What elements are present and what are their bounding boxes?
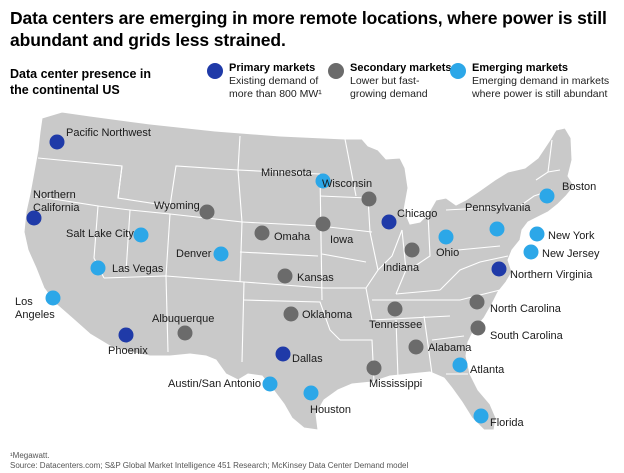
marker-austin-san-antonio [262,376,278,392]
legend-emerging-line1: Emerging demand in markets [472,75,610,87]
label-albuquerque: Albuquerque [152,313,214,325]
title-line-2: abundant and grids less strained. [10,30,286,50]
marker-indiana [404,242,420,258]
marker-phoenix [118,327,134,343]
marker-houston [303,385,319,401]
marker-new-jersey [523,244,539,260]
marker-mississippi [366,360,382,376]
label-mississippi: Mississippi [369,378,422,390]
marker-pacific-northwest [49,134,65,150]
label-wisconsin: Wisconsin [322,178,372,190]
marker-pennsylvania [489,221,505,237]
label-new-jersey: New Jersey [542,248,600,260]
legend-secondary-line1: Lower but fast- [350,75,420,87]
label-salt-lake-city: Salt Lake City [66,228,134,240]
legend-emerging-title: Emerging markets [472,62,568,74]
label-kansas: Kansas [297,272,334,284]
continental-us-shape [23,111,575,431]
label-alabama: Alabama [428,342,472,354]
marker-los-angeles [45,290,61,306]
marker-wyoming [199,204,215,220]
label-phoenix: Phoenix [108,345,148,357]
marker-northern-california [26,210,42,226]
label-pacific-northwest: Pacific Northwest [66,127,151,139]
label-tennessee: Tennessee [369,319,422,331]
marker-tennessee [387,301,403,317]
label-north-carolina: North Carolina [490,303,562,315]
legend-primary-line2: more than 800 MW¹ [229,88,322,100]
legend-secondary-line2: growing demand [350,88,428,100]
legend-secondary-title: Secondary markets [350,62,452,74]
label-minnesota: Minnesota [261,167,313,179]
marker-florida [473,408,489,424]
label-las-vegas: Las Vegas [112,263,164,275]
footnote-line-1: ¹Megawatt. [10,451,50,460]
marker-kansas [277,268,293,284]
marker-denver [213,246,229,262]
marker-south-carolina [470,320,486,336]
label-pennsylvania: Pennsylvania [465,202,531,214]
label-south-carolina: South Carolina [490,330,564,342]
market-labels: Pacific Northwest Northern California Phoen… [15,127,600,429]
marker-wisconsin [361,191,377,207]
legend-emerging-line2: where power is still abundant [472,88,608,100]
label-atlanta: Atlanta [470,364,505,376]
footnote: ¹Megawatt. Source: Datacenters.com; S&P … [10,451,408,471]
legend-secondary-dot [328,63,344,79]
marker-new-york [529,226,545,242]
marker-albuquerque [177,325,193,341]
label-dallas: Dallas [292,353,323,365]
marker-atlanta [452,357,468,373]
marker-chicago [381,214,397,230]
marker-minnesota [315,173,331,189]
label-northern-virginia: Northern Virginia [510,269,593,281]
marker-northern-virginia [491,261,507,277]
label-iowa: Iowa [330,234,354,246]
label-ohio: Ohio [436,247,459,259]
marker-las-vegas [90,260,106,276]
label-los-angeles: Los Angeles [15,296,55,321]
subtitle-line-2: the continental US [10,83,120,97]
marker-oklahoma [283,306,299,322]
legend-primary-line1: Existing demand of [229,75,319,87]
marker-north-carolina [469,294,485,310]
label-houston: Houston [310,404,351,416]
marker-boston [539,188,555,204]
label-boston: Boston [562,181,596,193]
label-oklahoma: Oklahoma [302,309,353,321]
legend-primary-title: Primary markets [229,62,316,74]
label-chicago: Chicago [397,208,437,220]
legend-emerging-dot [450,63,466,79]
title-line-1: Data centers are emerging in more remote… [10,8,607,28]
label-new-york: New York [548,230,595,242]
label-austin-san-antonio: Austin/San Antonio [168,378,261,390]
marker-iowa [315,216,331,232]
marker-omaha [254,225,270,241]
chart-title: Data centers are emerging in more remote… [10,7,610,51]
marker-ohio [438,229,454,245]
market-markers [26,134,555,424]
marker-alabama [408,339,424,355]
us-landmass [23,111,575,431]
label-wyoming: Wyoming [154,200,200,212]
marker-salt-lake-city [133,227,149,243]
label-indiana: Indiana [383,262,420,274]
label-florida: Florida [490,417,525,429]
label-omaha: Omaha [274,231,311,243]
legend-primary-dot [207,63,223,79]
map-subtitle: Data center presence in the continental … [10,66,210,98]
subtitle-line-1: Data center presence in [10,67,152,81]
label-northern-california: Northern California [33,189,80,214]
label-denver: Denver [176,248,212,260]
marker-dallas [275,346,291,362]
footnote-source: Source: Datacenters.com; S&P Global Mark… [10,461,409,470]
